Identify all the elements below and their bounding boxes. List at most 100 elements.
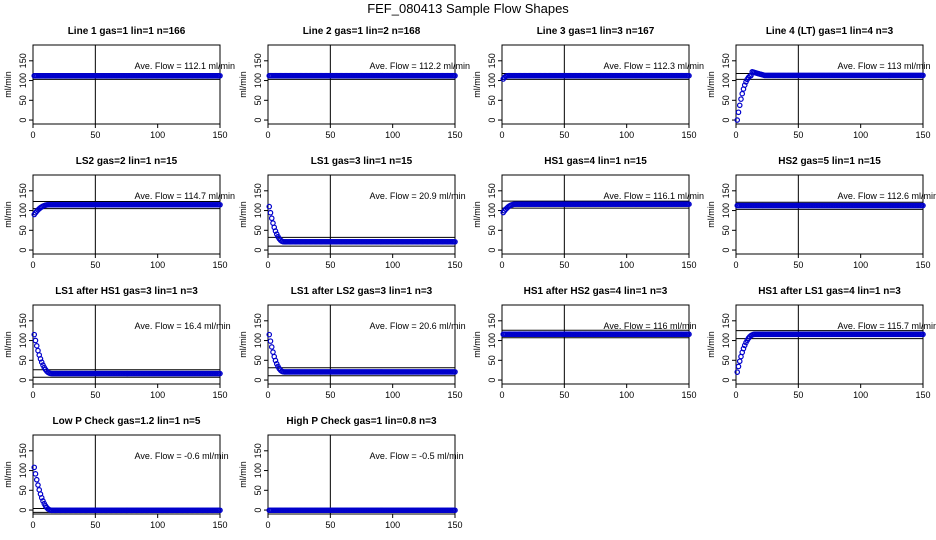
data-point (266, 203, 273, 210)
y-tick-label: 50 (487, 225, 497, 235)
ave-flow-annotation: Ave. Flow = 112.3 ml/min (604, 61, 704, 71)
ave-flow-annotation: Ave. Flow = -0.6 ml/min (135, 451, 229, 461)
y-tick-label: 50 (18, 225, 28, 235)
x-tick-label: 100 (619, 260, 634, 270)
data-point (686, 72, 692, 79)
x-tick-label: 0 (499, 390, 504, 400)
x-tick-label: 0 (265, 130, 270, 140)
panel-title: LS1 gas=3 lin=1 n=15 (311, 156, 413, 167)
panel-7: HS1 gas=4 lin=1 n=15 0 50 100 150 0 50 100 150 ml… (472, 156, 704, 270)
x-tick-label: 150 (447, 130, 462, 140)
data-point (920, 202, 926, 209)
y-tick-label: 0 (253, 118, 263, 123)
ave-flow-annotation: Ave. Flow = 20.9 ml/min (370, 191, 466, 201)
data-point (920, 331, 926, 338)
data-point (32, 471, 39, 477)
y-axis-label: ml/min (238, 461, 248, 488)
y-tick-label: 50 (721, 225, 731, 235)
panel-title: HS1 after LS1 gas=4 lin=1 n=3 (758, 286, 901, 297)
x-tick-label: 0 (265, 390, 270, 400)
y-tick-label: 150 (253, 443, 263, 458)
x-tick-label: 100 (853, 130, 868, 140)
figure-title: FEF_080413 Sample Flow Shapes (367, 1, 569, 16)
data-point (686, 201, 692, 207)
y-tick-label: 150 (253, 53, 263, 68)
data-point (33, 476, 40, 483)
x-tick-label: 50 (325, 130, 335, 140)
plot-frame (32, 304, 221, 385)
plot-frame (501, 304, 690, 385)
data-point (686, 331, 692, 338)
y-axis-label: ml/min (472, 201, 482, 228)
x-tick-label: 50 (325, 390, 335, 400)
plot-frame (501, 44, 690, 125)
x-tick-label: 50 (559, 130, 569, 140)
y-tick-label: 50 (721, 95, 731, 105)
y-axis-label: ml/min (238, 331, 248, 358)
data-point (272, 357, 279, 364)
data-point (268, 215, 275, 222)
y-tick-label: 100 (18, 73, 28, 88)
x-tick-label: 100 (853, 390, 868, 400)
x-tick-label: 100 (385, 130, 400, 140)
y-tick-label: 100 (487, 203, 497, 218)
y-tick-label: 0 (253, 378, 263, 383)
y-tick-label: 100 (18, 333, 28, 348)
panel-13: Low P Check gas=1.2 lin=1 n=5 0 50 100 150 0 5… (3, 416, 229, 530)
x-tick-label: 0 (733, 260, 738, 270)
y-tick-label: 150 (487, 53, 497, 68)
x-tick-label: 0 (265, 260, 270, 270)
data-point (217, 507, 223, 514)
x-tick-label: 50 (90, 520, 100, 530)
y-tick-label: 100 (18, 203, 28, 218)
y-tick-label: 0 (721, 118, 731, 123)
x-tick-label: 0 (499, 260, 504, 270)
y-tick-label: 0 (18, 508, 28, 513)
data-point (738, 96, 744, 102)
data-point (736, 102, 743, 109)
y-axis-label: ml/min (3, 201, 13, 228)
x-tick-label: 0 (733, 130, 738, 140)
y-tick-label: 0 (721, 248, 731, 253)
panel-title: LS1 after LS2 gas=3 lin=1 n=3 (291, 286, 433, 297)
data-point (33, 343, 40, 349)
data-point (920, 72, 926, 79)
y-tick-label: 150 (18, 443, 28, 458)
panel-title: Line 1 gas=1 lin=1 n=166 (68, 26, 186, 37)
ave-flow-annotation: Ave. Flow = 116 ml/min (604, 321, 697, 331)
data-point (741, 342, 748, 349)
plot-frame (32, 174, 221, 255)
y-axis-label: ml/min (3, 71, 13, 98)
y-axis-label: ml/min (238, 201, 248, 228)
y-tick-label: 0 (487, 118, 497, 123)
plot-frame (501, 174, 690, 255)
x-tick-label: 100 (150, 390, 165, 400)
data-point (272, 228, 279, 234)
y-tick-label: 100 (253, 333, 263, 348)
data-point (735, 363, 742, 370)
y-tick-label: 100 (253, 463, 263, 478)
x-tick-label: 150 (447, 520, 462, 530)
y-tick-label: 0 (253, 248, 263, 253)
data-point (31, 331, 38, 338)
plot-frame (267, 44, 456, 125)
x-tick-label: 0 (499, 130, 504, 140)
y-tick-label: 100 (721, 333, 731, 348)
x-tick-label: 150 (681, 130, 696, 140)
x-tick-label: 150 (915, 390, 930, 400)
y-axis-label: ml/min (472, 71, 482, 98)
ave-flow-annotation: Ave. Flow = 112.1 ml/min (135, 61, 235, 71)
y-tick-label: 50 (253, 355, 263, 365)
plot-frame (267, 174, 456, 255)
y-tick-label: 100 (487, 333, 497, 348)
plot-frame (267, 434, 456, 515)
y-tick-label: 150 (253, 183, 263, 198)
plot-frame (32, 434, 221, 515)
y-tick-label: 150 (18, 53, 28, 68)
y-tick-label: 0 (18, 248, 28, 253)
x-tick-label: 50 (90, 260, 100, 270)
x-tick-label: 100 (385, 390, 400, 400)
ave-flow-annotation: Ave. Flow = -0.5 ml/min (370, 451, 464, 461)
x-tick-label: 100 (853, 260, 868, 270)
